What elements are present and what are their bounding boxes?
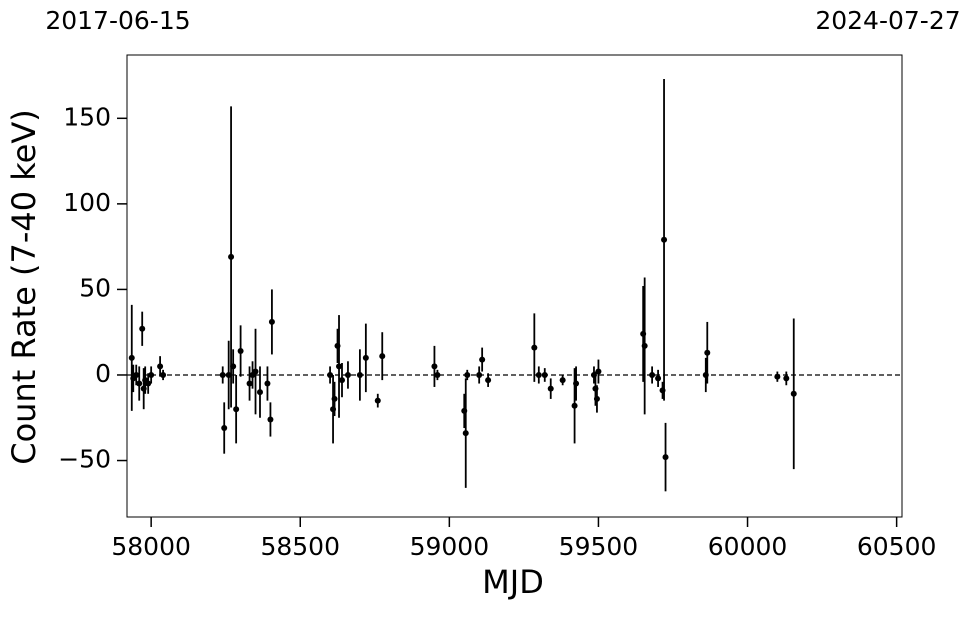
data-point (476, 371, 483, 378)
data-point (148, 371, 155, 378)
data-point (649, 371, 656, 378)
data-point (228, 253, 235, 260)
data-point (327, 371, 334, 378)
data-point (362, 354, 369, 361)
y-tick-label: 50 (79, 273, 111, 302)
data-point (133, 371, 140, 378)
data-point (160, 371, 167, 378)
data-point (479, 356, 486, 363)
data-point (267, 416, 274, 423)
data-point (573, 380, 580, 387)
data-point (252, 368, 259, 375)
y-tick-label: 0 (95, 359, 111, 388)
data-point (535, 371, 542, 378)
data-point (338, 377, 345, 384)
data-point (571, 402, 578, 409)
data-point (136, 380, 143, 387)
data-point (219, 371, 226, 378)
data-point (256, 389, 263, 396)
data-point (139, 325, 146, 332)
data-point (593, 395, 600, 402)
data-point (783, 375, 790, 382)
y-tick-label: 100 (63, 188, 111, 217)
data-point (237, 348, 244, 355)
data-point (356, 371, 363, 378)
data-point (464, 371, 471, 378)
y-axis-label: Count Rate (7-40 keV) (5, 109, 43, 464)
data-point (462, 430, 469, 437)
data-point (655, 375, 662, 382)
data-point (128, 354, 135, 361)
plot-frame (126, 54, 903, 518)
data-point (157, 363, 164, 370)
data-point (230, 363, 237, 370)
data-point (374, 397, 381, 404)
data-point (221, 425, 228, 432)
data-point (344, 371, 351, 378)
data-point (485, 377, 492, 384)
x-tick-label: 60000 (708, 532, 788, 561)
data-point (774, 373, 781, 380)
data-point (379, 353, 386, 360)
x-tick-label: 60500 (857, 532, 937, 561)
x-axis-label: MJD (482, 563, 544, 601)
date-end: 2024-07-27 (815, 6, 960, 35)
date-start: 2017-06-15 (45, 6, 190, 35)
x-tick-label: 58000 (111, 532, 191, 561)
data-point (559, 377, 566, 384)
data-point (662, 454, 669, 461)
data-point (541, 371, 548, 378)
y-tick-label: 150 (63, 102, 111, 131)
data-point (331, 395, 338, 402)
data-point (547, 385, 554, 392)
data-point (531, 344, 538, 351)
data-point (431, 363, 438, 370)
data-point (641, 342, 648, 349)
data-point (704, 349, 711, 356)
x-tick-label: 59000 (410, 532, 490, 561)
data-point (336, 363, 343, 370)
data-point (145, 380, 152, 387)
x-tick-label: 58500 (260, 532, 340, 561)
data-point (268, 318, 275, 325)
x-tick-label: 59500 (559, 532, 639, 561)
data-point (246, 380, 253, 387)
data-point (595, 368, 602, 375)
data-point (661, 236, 668, 243)
y-tick-label: −50 (58, 445, 111, 474)
data-point (264, 380, 271, 387)
data-point (790, 390, 797, 397)
data-point (434, 371, 441, 378)
data-point (233, 406, 240, 413)
